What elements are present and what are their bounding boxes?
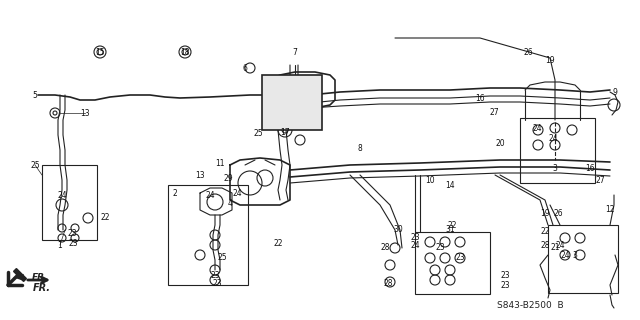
Text: 23: 23 bbox=[455, 253, 465, 262]
Text: 23: 23 bbox=[67, 228, 77, 237]
Text: 23: 23 bbox=[68, 238, 78, 247]
Text: 8: 8 bbox=[358, 143, 362, 153]
Text: 27: 27 bbox=[595, 175, 605, 185]
Text: 5: 5 bbox=[33, 91, 37, 100]
Bar bbox=[42, 165, 97, 240]
Text: 30: 30 bbox=[393, 226, 403, 235]
Text: 4: 4 bbox=[228, 198, 232, 207]
Text: 27: 27 bbox=[489, 108, 499, 116]
Text: 16: 16 bbox=[585, 164, 595, 172]
Text: 23: 23 bbox=[410, 234, 420, 243]
Text: 24: 24 bbox=[410, 241, 420, 250]
Bar bbox=[520, 118, 595, 183]
Text: 21: 21 bbox=[550, 244, 560, 252]
Text: 11: 11 bbox=[215, 158, 225, 167]
Text: 28: 28 bbox=[383, 278, 393, 287]
Text: 23: 23 bbox=[435, 244, 445, 252]
Text: 24: 24 bbox=[232, 188, 242, 197]
Text: 28: 28 bbox=[540, 241, 550, 250]
Text: 13: 13 bbox=[195, 171, 205, 180]
Bar bbox=[415, 232, 490, 294]
Text: S843-B2500  B: S843-B2500 B bbox=[497, 300, 563, 309]
Bar bbox=[168, 185, 248, 285]
Text: 18: 18 bbox=[180, 47, 189, 57]
Text: 29: 29 bbox=[223, 173, 233, 182]
Text: 3: 3 bbox=[552, 164, 557, 172]
Text: 16: 16 bbox=[475, 93, 485, 102]
Text: 3: 3 bbox=[573, 251, 577, 260]
Text: 24: 24 bbox=[548, 133, 558, 142]
FancyArrow shape bbox=[13, 268, 26, 281]
Text: 19: 19 bbox=[545, 55, 555, 65]
Text: 23: 23 bbox=[500, 281, 510, 290]
Text: ◄: ◄ bbox=[13, 269, 23, 283]
Text: 12: 12 bbox=[605, 205, 615, 214]
Text: 24: 24 bbox=[205, 190, 215, 199]
Text: 24: 24 bbox=[532, 124, 542, 132]
Text: 15: 15 bbox=[95, 47, 105, 57]
Text: 9: 9 bbox=[612, 87, 618, 97]
Text: 20: 20 bbox=[495, 139, 505, 148]
Text: 24: 24 bbox=[555, 241, 565, 250]
Text: 17: 17 bbox=[280, 127, 290, 137]
Text: 23: 23 bbox=[210, 270, 220, 279]
Text: 23: 23 bbox=[500, 270, 510, 279]
Text: 1: 1 bbox=[58, 241, 62, 250]
Text: 22: 22 bbox=[540, 228, 550, 236]
Text: 22: 22 bbox=[100, 213, 109, 222]
Text: 7: 7 bbox=[292, 47, 298, 57]
Text: 24: 24 bbox=[560, 251, 570, 260]
Text: 26: 26 bbox=[523, 47, 533, 57]
Text: 25: 25 bbox=[253, 129, 263, 138]
Text: 23: 23 bbox=[212, 278, 222, 287]
Bar bbox=[548, 225, 618, 293]
Text: 13: 13 bbox=[80, 108, 90, 117]
Text: 25: 25 bbox=[30, 161, 40, 170]
Text: 14: 14 bbox=[445, 180, 455, 189]
Text: 10: 10 bbox=[425, 175, 435, 185]
Bar bbox=[262, 75, 322, 130]
Text: 24: 24 bbox=[57, 190, 67, 199]
Text: 26: 26 bbox=[553, 209, 563, 218]
Text: 2: 2 bbox=[173, 188, 177, 197]
Text: FR.: FR. bbox=[33, 283, 51, 293]
Text: 25: 25 bbox=[217, 253, 227, 262]
Text: 31: 31 bbox=[445, 226, 455, 235]
Text: 22: 22 bbox=[447, 220, 457, 229]
Text: FR.: FR. bbox=[32, 274, 49, 283]
Text: 6: 6 bbox=[243, 63, 248, 73]
Text: 22: 22 bbox=[273, 238, 283, 247]
Text: 28: 28 bbox=[380, 244, 390, 252]
Text: 19: 19 bbox=[540, 209, 550, 218]
